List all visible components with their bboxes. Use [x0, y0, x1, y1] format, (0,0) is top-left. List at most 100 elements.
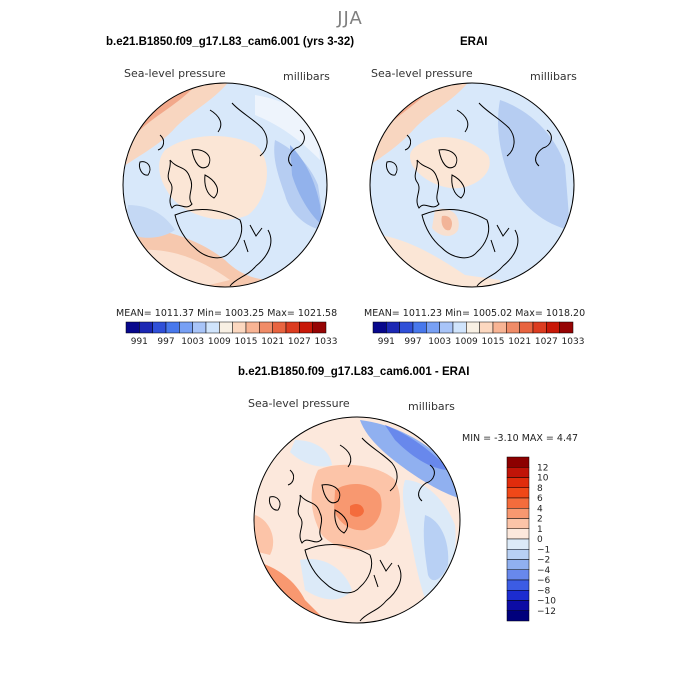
model-colorbar-swatch [192, 321, 207, 334]
diff-colorbar-tick-label: 6 [537, 494, 543, 504]
obs-panel-title: ERAI [460, 36, 488, 48]
erai-coastlines [386, 102, 552, 287]
model-slp-map [122, 82, 328, 288]
diff-colorbar-swatch [506, 477, 530, 488]
erai-colorbar-tick-label: 1033 [562, 337, 585, 347]
erai-colorbar-swatch [532, 321, 547, 334]
model-colorbar-swatch [232, 321, 247, 334]
diff-units-label: millibars [408, 400, 455, 413]
erai-colorbar-swatch [426, 321, 440, 334]
erai-colorbar-tick-label: 991 [378, 337, 395, 347]
diff-slp-map [253, 416, 461, 624]
diff-colorbar-tick-label: −4 [537, 566, 551, 576]
erai-colorbar-swatch [479, 321, 494, 334]
obs-variable-label: Sea-level pressure [371, 67, 473, 80]
erai-colorbar-swatch [439, 321, 454, 334]
erai-colorbar-swatch [452, 321, 467, 334]
model-colorbar-tick-label: 1003 [181, 337, 204, 347]
model-panel-title: b.e21.B1850.f09_g17.L83_cam6.001 (yrs 3-… [106, 36, 355, 48]
erai-colorbar-tick-label: 997 [404, 337, 421, 347]
model-colorbar-tick-label: 1033 [315, 337, 338, 347]
erai-colorbar-tick-label: 1003 [428, 337, 451, 347]
model-variable-label: Sea-level pressure [124, 67, 226, 80]
diff-colorbar-tick-label: −2 [537, 556, 550, 566]
erai-colorbar-tick-label: 1015 [482, 337, 505, 347]
erai-colorbar-swatch [386, 321, 400, 334]
diff-colorbar-tick-label: 4 [537, 504, 543, 514]
diff-colorbar-swatch [506, 508, 530, 519]
figure-title: JJA [337, 8, 363, 29]
diff-colorbar-swatch [506, 467, 530, 478]
erai-slp-map [369, 82, 575, 288]
model-colorbar-tick-label: 1015 [235, 337, 258, 347]
model-colorbar-swatch [272, 321, 287, 334]
model-colorbar-tick-label: 1027 [288, 337, 311, 347]
model-colorbar-swatch [139, 321, 153, 334]
diff-variable-label: Sea-level pressure [248, 397, 350, 410]
diff-colorbar-tick-label: −12 [537, 607, 556, 617]
diff-colorbar-tick-label: −6 [537, 576, 551, 586]
diff-colorbar-tick-label: −1 [537, 545, 550, 555]
diff-colorbar-swatch [506, 579, 530, 591]
model-colorbar-swatch [165, 321, 180, 334]
model-colorbar-swatch [299, 321, 313, 334]
erai-colorbar-swatch [466, 321, 480, 334]
diff-stats: MIN = -3.10 MAX = 4.47 [462, 433, 579, 444]
diff-colorbar-tick-label: 1 [537, 525, 543, 535]
erai-colorbar-tick-label: 1027 [535, 337, 558, 347]
model-coastlines [139, 102, 305, 287]
diff-panel-title: b.e21.B1850.f09_g17.L83_cam6.001 - ERAI [238, 366, 470, 378]
model-colorbar-tick-label: 991 [131, 337, 148, 347]
diff-colorbar-swatch [506, 610, 530, 622]
model-colorbar-swatch [179, 321, 193, 334]
model-units-label: millibars [283, 70, 330, 83]
diff-colorbar-swatch [506, 528, 530, 540]
model-colorbar-tick-label: 1021 [261, 337, 284, 347]
model-stats: MEAN= 1011.37 Min= 1003.25 Max= 1021.58 [116, 308, 338, 319]
erai-colorbar-swatch [506, 321, 520, 334]
model-colorbar-swatch [312, 321, 327, 334]
diff-colorbar-swatch [506, 497, 530, 509]
model-colorbar-swatch [152, 321, 167, 334]
diff-colorbar-tick-label: −10 [537, 597, 556, 607]
erai-colorbar-swatch [492, 321, 507, 334]
diff-coastlines [269, 437, 435, 622]
diff-colorbar-swatch [506, 559, 530, 570]
erai-colorbar-tick-label: 1021 [508, 337, 531, 347]
model-colorbar-swatch [125, 321, 140, 334]
model-colorbar-swatch [245, 321, 260, 334]
diff-colorbar-swatch [506, 518, 530, 529]
erai-colorbar-tick-label: 1009 [455, 337, 478, 347]
obs-stats: MEAN= 1011.23 Min= 1005.02 Max= 1018.20 [364, 308, 586, 319]
model-colorbar-swatch [259, 321, 273, 334]
model-colorbar-tick-label: 997 [157, 337, 174, 347]
erai-colorbar-swatch [399, 321, 414, 334]
diff-colorbar-tick-label: 10 [537, 474, 549, 484]
diff-colorbar-tick-label: 2 [537, 515, 543, 525]
obs-units-label: millibars [530, 70, 577, 83]
diff-colorbar-swatch [506, 487, 530, 499]
model-colorbar-swatch [205, 321, 220, 334]
erai-colorbar-swatch [546, 321, 560, 334]
erai-colorbar-swatch [559, 321, 574, 334]
diff-colorbar-swatch [506, 538, 530, 550]
model-colorbar: 991 997 1003 1009 1015 1021 1027 1033 [125, 321, 338, 347]
erai-colorbar-swatch [372, 321, 387, 334]
erai-colorbar-swatch [412, 321, 427, 334]
diff-colorbar-swatch [506, 569, 530, 581]
diff-colorbar-tick-label: 8 [537, 484, 543, 494]
model-colorbar-swatch [285, 321, 300, 334]
erai-colorbar: 991 997 1003 1009 1015 1021 1027 1033 [372, 321, 585, 347]
diff-colorbar-swatch [506, 456, 530, 468]
model-colorbar-swatch [219, 321, 233, 334]
diff-colorbar-swatch [506, 590, 530, 601]
erai-colorbar-swatch [519, 321, 534, 334]
diff-colorbar-tick-label: 0 [537, 535, 543, 545]
diff-colorbar-tick-label: 12 [537, 463, 548, 473]
diff-colorbar-tick-label: −8 [537, 586, 551, 596]
diff-colorbar-swatch [506, 600, 530, 611]
diff-colorbar-swatch [506, 549, 530, 560]
model-colorbar-tick-label: 1009 [208, 337, 231, 347]
